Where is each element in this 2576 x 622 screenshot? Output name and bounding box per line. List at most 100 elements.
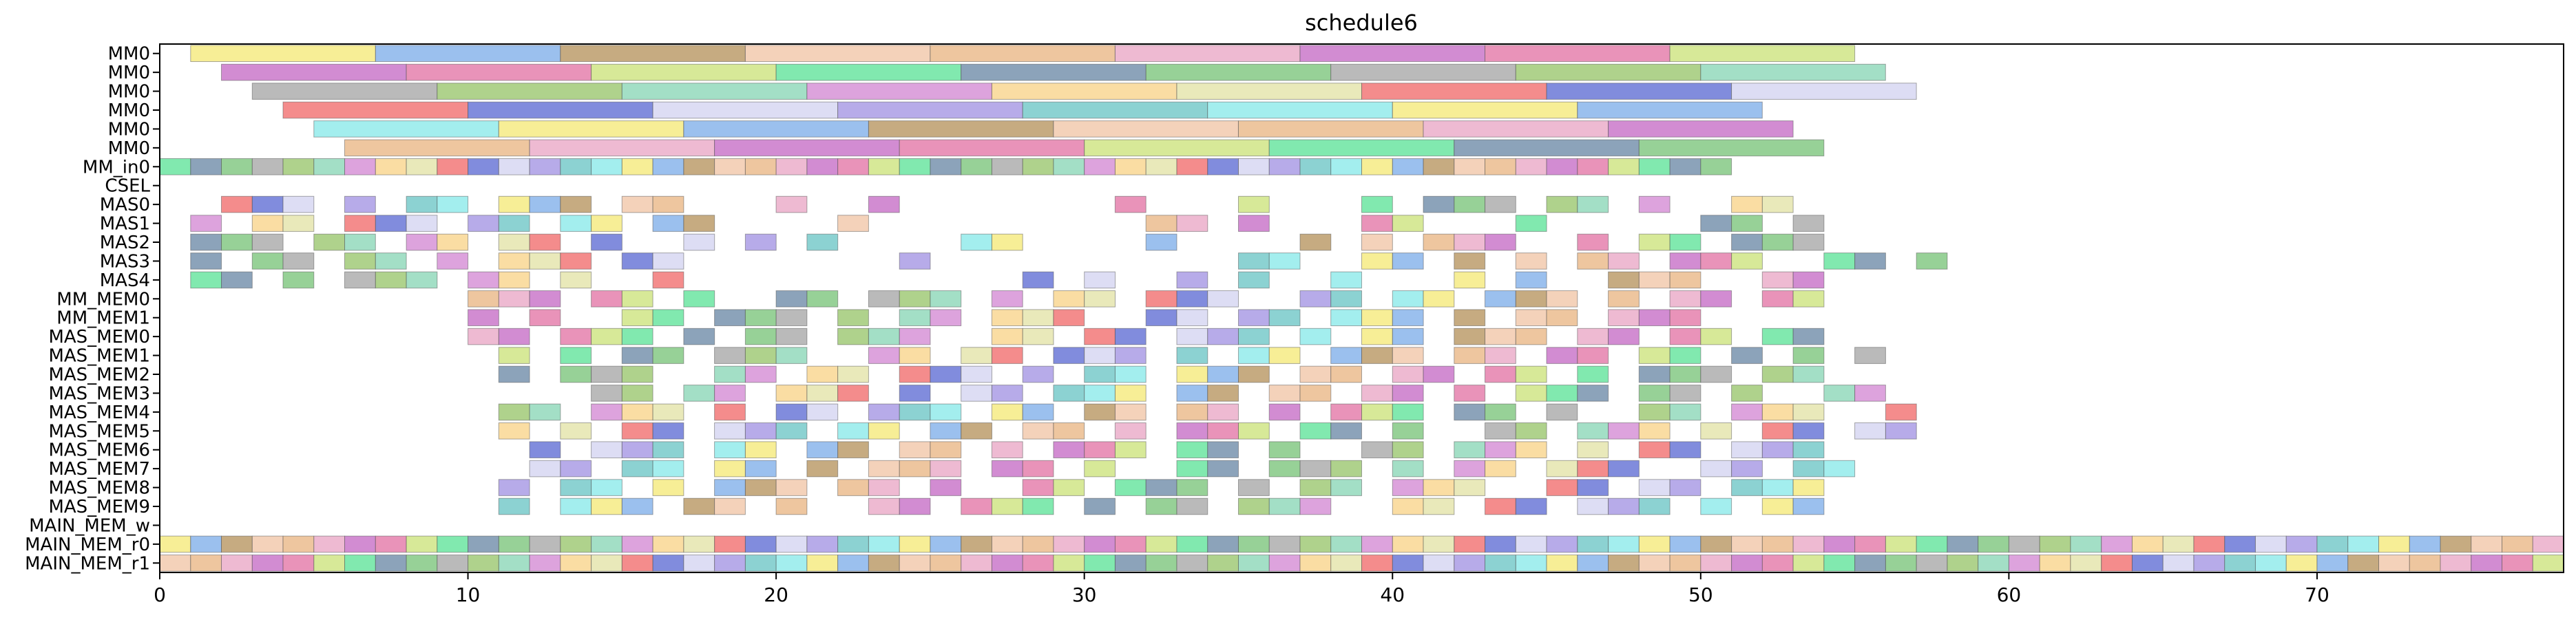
task-bar — [1114, 555, 1146, 572]
task-bar — [1515, 271, 1547, 289]
task-bar — [1792, 497, 1825, 515]
task-bar — [468, 535, 499, 553]
task-bar — [282, 195, 315, 213]
task-bar — [652, 215, 684, 232]
task-bar — [1423, 158, 1455, 175]
task-bar — [437, 555, 469, 572]
task-bar — [1638, 422, 1671, 440]
task-bar — [775, 479, 808, 496]
task-bar — [775, 347, 808, 364]
task-bar — [1084, 441, 1116, 459]
task-bar — [899, 555, 931, 572]
task-bar — [1485, 555, 1516, 572]
task-bar — [1546, 460, 1578, 478]
task-bar — [1299, 555, 1332, 572]
task-bar — [1515, 555, 1547, 572]
task-bar — [437, 535, 469, 553]
task-bar — [1608, 535, 1640, 553]
task-bar — [1638, 195, 1671, 213]
task-bar — [1176, 385, 1208, 402]
task-bar — [930, 309, 962, 326]
task-bar — [1731, 555, 1763, 572]
task-bar — [1238, 215, 1270, 232]
task-bar — [991, 460, 1023, 478]
task-bar — [1423, 555, 1455, 572]
task-bar — [1761, 365, 1794, 383]
task-bar — [1669, 535, 1701, 553]
task-bar — [560, 365, 592, 383]
task-bar — [683, 233, 715, 251]
task-bar — [1207, 422, 1239, 440]
task-bar — [1761, 479, 1794, 496]
task-bar — [2039, 535, 2071, 553]
task-bar — [1299, 328, 1332, 345]
task-bar — [498, 195, 530, 213]
task-bar — [1299, 233, 1332, 251]
task-bar — [714, 347, 746, 364]
task-bar — [406, 158, 438, 175]
task-bar — [621, 253, 653, 270]
task-bar — [344, 555, 376, 572]
task-bar — [806, 290, 839, 308]
x-tick-label: 20 — [764, 583, 788, 606]
task-bar — [621, 83, 808, 100]
task-bar — [1022, 535, 1054, 553]
task-bar — [1638, 271, 1671, 289]
task-bar — [1238, 158, 1270, 175]
task-bar — [1423, 120, 1609, 138]
task-bar — [1392, 328, 1424, 345]
task-bar — [1515, 328, 1547, 345]
task-bar — [159, 535, 191, 553]
task-bar — [1330, 535, 1362, 553]
task-bar — [2440, 555, 2472, 572]
task-bar — [1608, 328, 1640, 345]
task-bar — [961, 385, 992, 402]
task-bar — [251, 253, 284, 270]
y-tick-label: MAS_MEM3 — [48, 383, 150, 404]
task-bar — [1485, 45, 1671, 63]
task-bar — [1084, 290, 1116, 308]
task-bar — [1731, 253, 1763, 270]
y-axis: MM0MM0MM0MM0MM0MM0MM_in0CSELMAS0MAS1MAS2… — [25, 44, 160, 574]
task-bar — [1515, 441, 1547, 459]
task-bar — [1330, 422, 1362, 440]
task-bar — [775, 158, 808, 175]
task-bar — [1022, 479, 1054, 496]
x-tick-label: 10 — [456, 583, 481, 606]
task-bar — [1022, 497, 1054, 515]
task-bar — [1638, 403, 1671, 421]
task-bar — [1485, 290, 1516, 308]
task-bar — [529, 290, 561, 308]
task-bar — [437, 195, 469, 213]
task-bar — [2193, 555, 2226, 572]
task-bar — [1330, 158, 1362, 175]
task-bar — [498, 535, 530, 553]
task-bar — [560, 497, 592, 515]
task-bar — [1299, 290, 1332, 308]
task-bar — [683, 215, 715, 232]
task-bar — [930, 441, 962, 459]
task-bar — [375, 555, 407, 572]
task-bar — [1823, 555, 1856, 572]
task-bar — [1176, 555, 1208, 572]
task-bar — [159, 158, 191, 175]
task-bar — [714, 385, 746, 402]
task-bar — [1577, 479, 1609, 496]
task-bar — [744, 535, 777, 553]
task-bar — [1515, 535, 1547, 553]
task-bar — [930, 460, 962, 478]
task-bar — [899, 253, 931, 270]
x-tick-label: 30 — [1072, 583, 1097, 606]
task-bar — [961, 347, 992, 364]
task-bar — [1700, 422, 1732, 440]
task-bar — [498, 479, 530, 496]
task-bar — [1608, 158, 1640, 175]
task-bar — [1731, 195, 1763, 213]
y-tick-label: MAIN_MEM_r0 — [25, 535, 150, 555]
task-bar — [930, 158, 962, 175]
task-bar — [1361, 441, 1393, 459]
task-bar — [961, 497, 992, 515]
task-bar — [652, 441, 684, 459]
task-bar — [775, 535, 808, 553]
y-tick-label: MM0 — [108, 100, 150, 121]
